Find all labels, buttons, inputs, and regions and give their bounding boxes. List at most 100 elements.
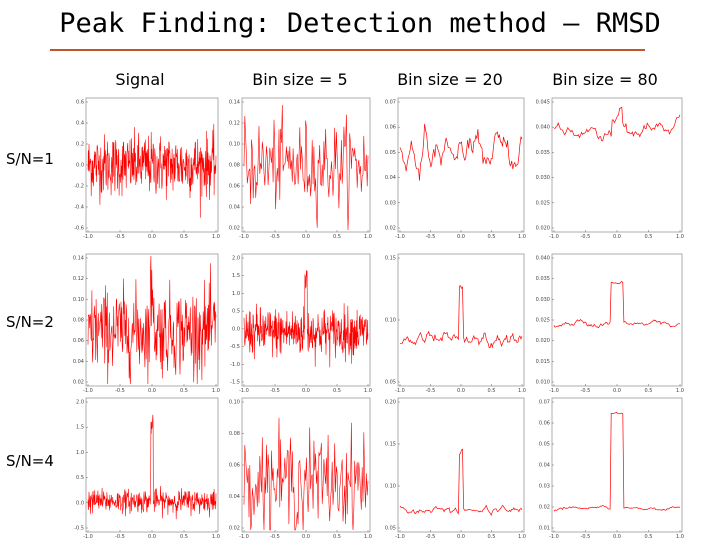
y-tick-label: 0.020: [536, 226, 550, 232]
y-tick-label: 0.15: [385, 442, 396, 448]
row-header-sn4: S/N=4: [6, 452, 54, 470]
series-line: [399, 448, 523, 516]
plot-panel: 0.20 0.15 0.10 0.05 -1.0 -0.5 0.0 0.5 1.0: [385, 397, 526, 540]
y-tick-label: 0.02: [229, 526, 240, 532]
x-tick-label: -1.0: [549, 534, 559, 540]
y-tick-label: 0.5: [76, 475, 84, 481]
plot-panel: 0.07 0.06 0.05 0.04 0.03 0.02 -1.0 -0.5 0.0 0.5 1.…: [385, 97, 526, 240]
y-tick-label: 2.0: [76, 400, 84, 406]
x-tick-label: -0.5: [115, 388, 125, 394]
x-tick-label: 0.5: [488, 234, 496, 240]
y-tick-label: 1.5: [76, 425, 84, 431]
x-tick-label: -0.5: [581, 388, 591, 394]
x-tick-label: -1.0: [239, 388, 249, 394]
y-tick-label: 0.14: [229, 100, 240, 106]
y-tick-label: 0.10: [385, 318, 396, 324]
y-tick-label: 0.015: [536, 359, 550, 365]
plot-panel: 0.07 0.06 0.05 0.04 0.03 0.02 0.01 -1.0 -0.5 0.0 0…: [539, 397, 684, 540]
y-tick-label: 0.03: [539, 484, 550, 490]
y-tick-label: 0.06: [385, 125, 396, 131]
title-underline: [50, 49, 645, 51]
y-tick-label: 0.10: [229, 142, 240, 148]
page-title: Peak Finding: Detection method – RMSD: [59, 8, 661, 39]
x-tick-label: -1.0: [549, 234, 559, 240]
y-tick-label: 0.020: [536, 338, 550, 344]
y-tick-label: 0.040: [536, 125, 550, 131]
y-tick-label: 0.0: [76, 500, 84, 506]
x-tick-label: -1.0: [239, 234, 249, 240]
y-tick-label: 0.12: [73, 276, 84, 282]
y-tick-label: 0.025: [536, 200, 550, 206]
y-tick-label: 0.035: [536, 150, 550, 156]
y-tick-label: 0.040: [536, 256, 550, 262]
y-tick-label: 0.05: [539, 442, 550, 448]
x-tick-label: -0.5: [581, 234, 591, 240]
plot-panel: 0.10 0.08 0.06 0.04 0.02 -1.0 -0.5 0.0 0.5 1.0: [229, 397, 372, 540]
plot-frame: [551, 397, 683, 533]
x-tick-label: 0.0: [148, 388, 156, 394]
x-tick-label: 1.0: [676, 234, 684, 240]
column-header-bin20: Bin size = 20: [397, 70, 503, 89]
series-line: [553, 280, 681, 329]
plot-frame: [241, 97, 371, 233]
x-tick-label: 0.5: [645, 534, 653, 540]
x-tick-label: 0.5: [180, 234, 188, 240]
x-tick-label: -1.0: [83, 534, 93, 540]
y-tick-label: 0.0: [76, 163, 84, 169]
x-tick-label: 1.0: [518, 388, 526, 394]
series-line: [553, 106, 681, 142]
x-tick-label: 0.0: [302, 534, 310, 540]
x-tick-label: -1.0: [395, 388, 405, 394]
plot-panel: 0.045 0.040 0.035 0.030 0.025 0.020 -1.0 -0.5 0.…: [536, 97, 684, 240]
x-tick-label: 0.5: [180, 534, 188, 540]
y-tick-label: 0.03: [385, 200, 396, 206]
y-tick-label: 0.02: [539, 505, 550, 511]
x-tick-label: 0.5: [333, 234, 341, 240]
x-tick-label: -1.0: [83, 234, 93, 240]
x-tick-label: 1.0: [364, 388, 372, 394]
y-tick-label: -0.5: [230, 344, 240, 350]
x-tick-label: -0.5: [270, 534, 280, 540]
x-tick-label: 0.5: [488, 534, 496, 540]
y-tick-label: -1.5: [230, 380, 240, 386]
y-tick-label: 0.0: [232, 326, 240, 332]
y-tick-label: 1.0: [76, 450, 84, 456]
series-line: [243, 270, 369, 368]
x-tick-label: 0.0: [457, 534, 465, 540]
y-tick-label: 0.04: [539, 463, 550, 469]
column-header-signal: Signal: [115, 70, 165, 89]
y-tick-label: 0.4: [76, 121, 84, 127]
series-line: [399, 285, 523, 349]
x-tick-label: 0.0: [148, 234, 156, 240]
plot-panel: 0.14 0.12 0.10 0.08 0.06 0.04 0.02 -1.0 -0.5 0.0 0…: [73, 253, 220, 394]
y-tick-label: 0.025: [536, 318, 550, 324]
plot-panel: 2.0 1.5 1.0 0.5 0.0 -0.5 -1.0 -1.5 -1.0 -0.5 0.0 0.…: [230, 253, 372, 394]
x-tick-label: 0.5: [180, 388, 188, 394]
plot-frame: [85, 397, 219, 533]
series-line: [87, 123, 217, 218]
x-tick-label: -0.5: [270, 388, 280, 394]
series-line: [243, 417, 369, 531]
y-tick-label: 0.5: [232, 309, 240, 315]
x-tick-label: -1.0: [395, 234, 405, 240]
x-tick-label: 1.0: [676, 534, 684, 540]
y-tick-label: 0.06: [229, 463, 240, 469]
x-tick-label: 0.0: [613, 534, 621, 540]
y-tick-label: 0.02: [229, 226, 240, 232]
x-tick-label: -0.5: [426, 534, 436, 540]
y-tick-label: 0.08: [229, 163, 240, 169]
x-tick-label: 0.0: [302, 388, 310, 394]
y-tick-label: 0.05: [385, 526, 396, 532]
series-line: [87, 255, 217, 385]
x-tick-label: 0.0: [457, 234, 465, 240]
y-tick-label: 0.030: [536, 175, 550, 181]
y-tick-label: 1.0: [232, 291, 240, 297]
x-tick-label: 1.0: [676, 388, 684, 394]
y-tick-label: 0.15: [385, 256, 396, 262]
x-tick-label: -1.0: [395, 534, 405, 540]
y-tick-label: 0.08: [229, 431, 240, 437]
x-tick-label: 1.0: [364, 534, 372, 540]
y-tick-label: 0.02: [73, 380, 84, 386]
y-tick-label: 2.0: [232, 256, 240, 262]
